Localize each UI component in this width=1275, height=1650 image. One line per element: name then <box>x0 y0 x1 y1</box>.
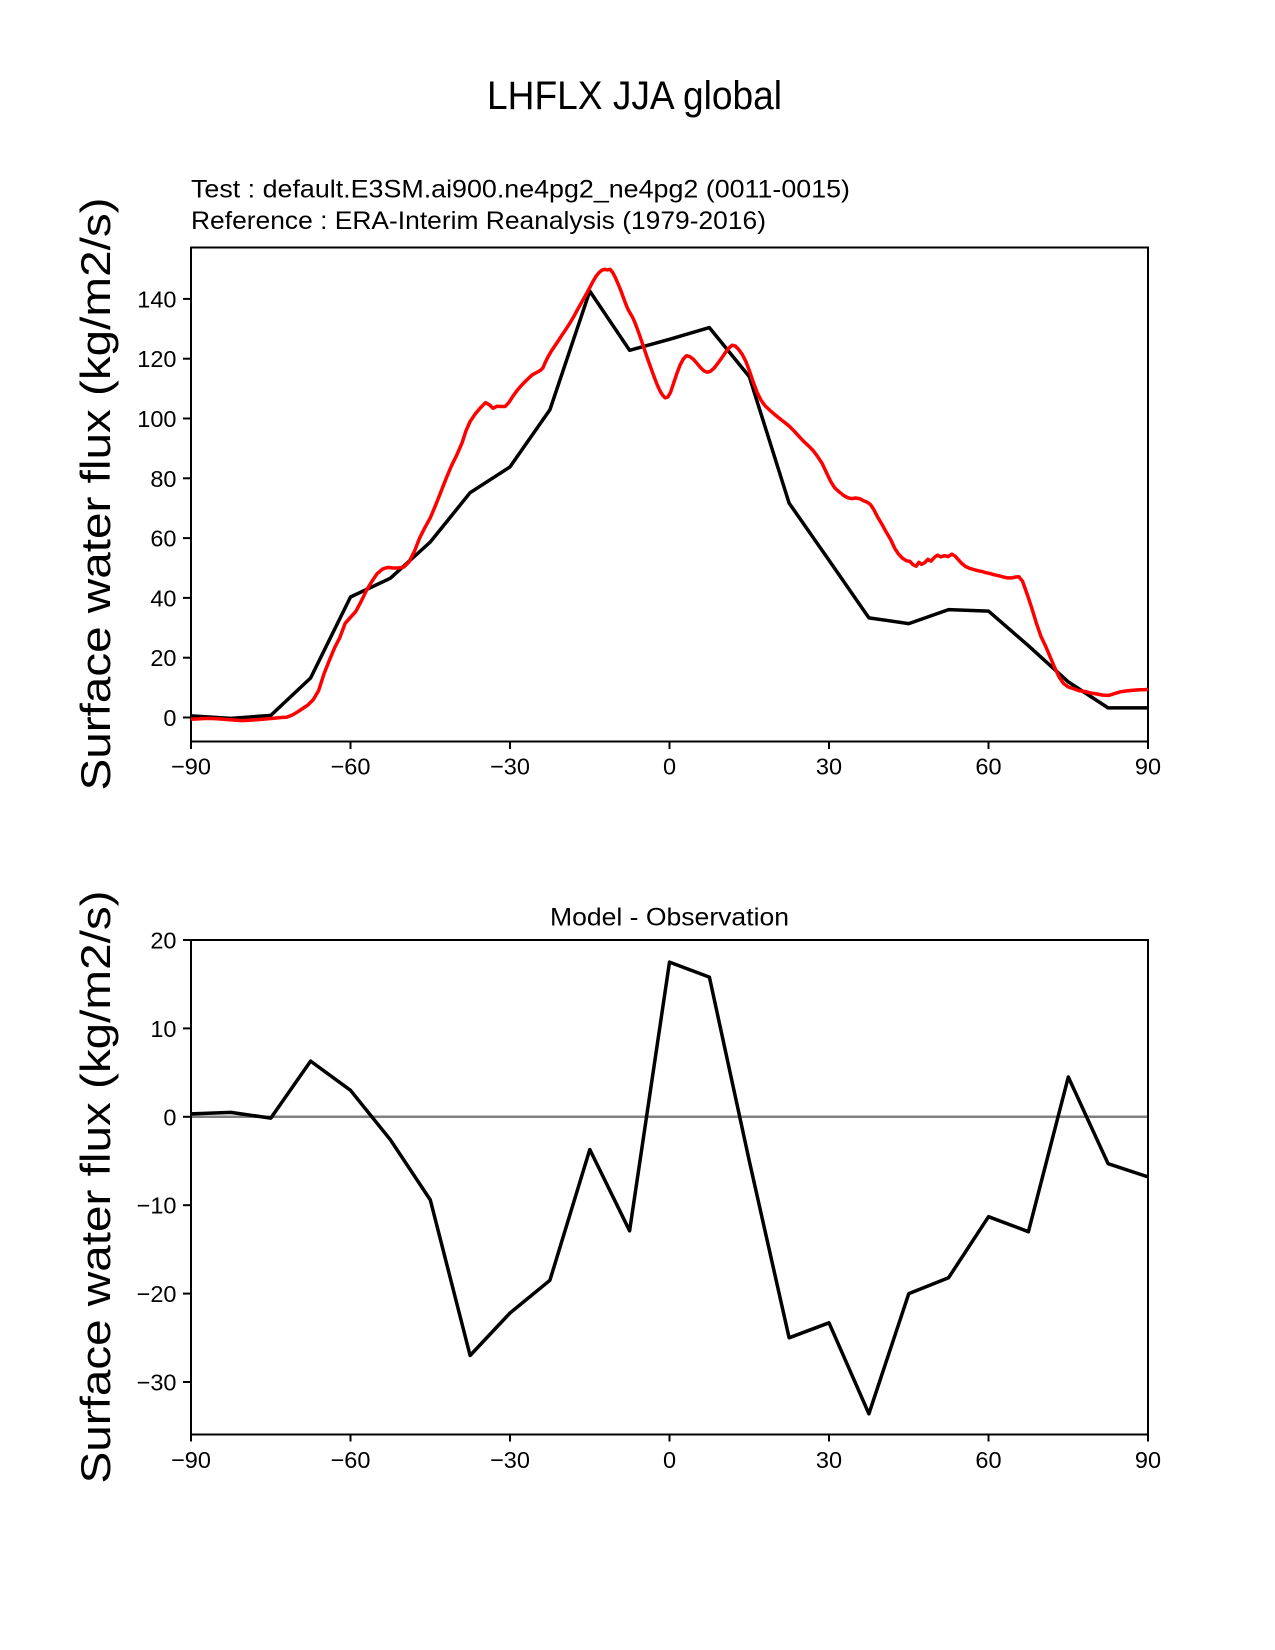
svg-text:−30: −30 <box>490 1447 530 1473</box>
svg-text:−60: −60 <box>331 754 371 780</box>
svg-text:Test : default.E3SM.ai900.ne4p: Test : default.E3SM.ai900.ne4pg2_ne4pg2 … <box>191 176 850 204</box>
svg-text:−20: −20 <box>137 1281 177 1307</box>
svg-text:Surface water flux (kg/m2/s): Surface water flux (kg/m2/s) <box>72 198 119 791</box>
svg-text:LHFLX JJA global: LHFLX JJA global <box>487 74 782 118</box>
svg-text:60: 60 <box>975 1447 1001 1473</box>
svg-text:10: 10 <box>150 1016 176 1042</box>
svg-text:−30: −30 <box>490 754 530 780</box>
svg-text:Model - Observation: Model - Observation <box>550 904 789 932</box>
svg-text:−30: −30 <box>137 1370 177 1396</box>
svg-text:30: 30 <box>816 754 842 780</box>
svg-text:60: 60 <box>150 526 176 552</box>
svg-text:−60: −60 <box>331 1447 371 1473</box>
svg-text:Reference : ERA-Interim Reanal: Reference : ERA-Interim Reanalysis (1979… <box>191 207 766 235</box>
svg-text:−90: −90 <box>171 754 211 780</box>
svg-text:0: 0 <box>663 1447 676 1473</box>
svg-text:30: 30 <box>816 1447 842 1473</box>
svg-text:40: 40 <box>150 585 176 611</box>
svg-text:20: 20 <box>150 645 176 671</box>
svg-text:140: 140 <box>137 286 176 312</box>
svg-text:90: 90 <box>1135 1447 1161 1473</box>
svg-text:−90: −90 <box>171 1447 211 1473</box>
svg-text:20: 20 <box>150 928 176 954</box>
svg-text:60: 60 <box>975 754 1001 780</box>
svg-text:100: 100 <box>137 406 176 432</box>
svg-text:0: 0 <box>163 1104 176 1130</box>
svg-text:−10: −10 <box>137 1193 177 1219</box>
svg-text:0: 0 <box>163 705 176 731</box>
svg-text:Surface water flux (kg/m2/s): Surface water flux (kg/m2/s) <box>72 891 119 1484</box>
svg-text:80: 80 <box>150 466 176 492</box>
svg-text:0: 0 <box>663 754 676 780</box>
svg-text:90: 90 <box>1135 754 1161 780</box>
svg-text:120: 120 <box>137 346 176 372</box>
